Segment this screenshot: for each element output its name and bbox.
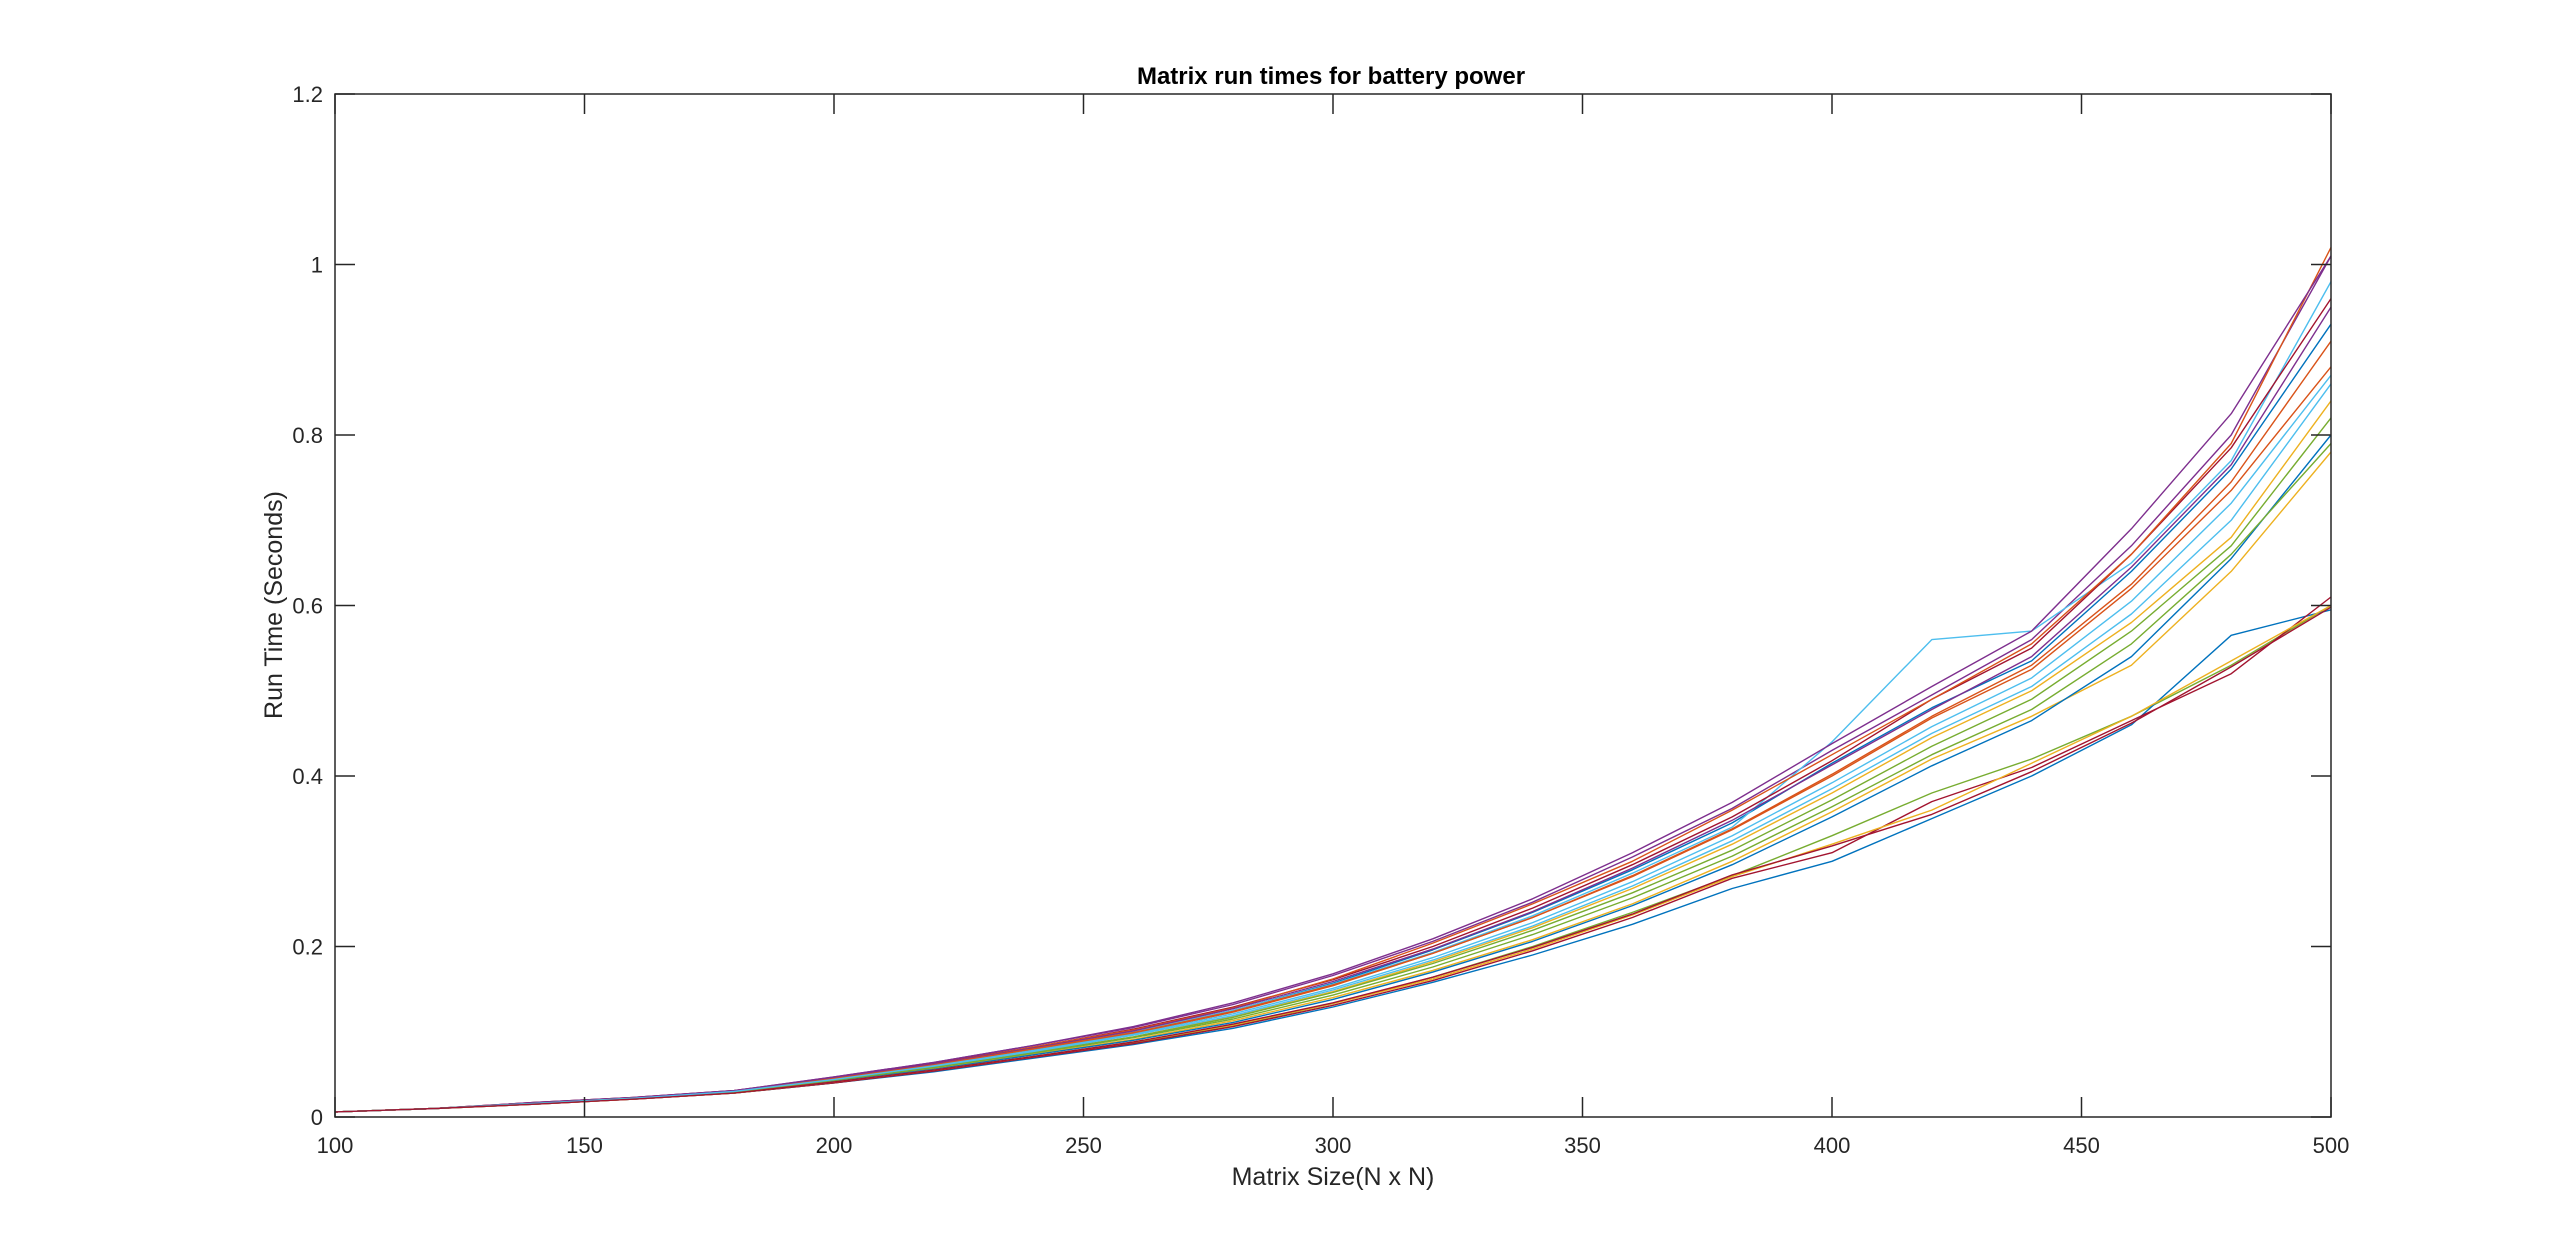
series-line-21 [334,606,2332,1113]
tick-labels-layer: 100 150 200 250 300 350 400 450 500 0 0.2 0.4 0.6 0.8… [292,82,2349,1158]
y-tick-label: 0 [311,1105,323,1130]
x-tick-label: 300 [1315,1133,1352,1158]
x-tick-label: 100 [317,1133,354,1158]
x-tick-label: 200 [816,1133,853,1158]
x-tick-label: 500 [2313,1133,2350,1158]
x-tick-label: 400 [1814,1133,1851,1158]
x-axis-label: Matrix Size(N x N) [1232,1163,1435,1191]
series-line-18 [334,255,2332,1113]
y-tick-label: 0.2 [292,935,323,960]
y-axis-label: Run Time (Seconds) [260,491,288,719]
chart-title: Matrix run times for battery power [1137,63,1525,90]
y-tick-label: 1 [311,253,323,278]
x-tick-label: 250 [1065,1133,1102,1158]
series-layer [334,247,2332,1113]
x-tick-label: 350 [1564,1133,1601,1158]
x-tick-label: 150 [566,1133,603,1158]
y-tick-label: 0.8 [292,423,323,448]
y-tick-label: 1.2 [292,82,323,107]
y-tick-label: 0.6 [292,594,323,619]
x-tick-label: 450 [2063,1133,2100,1158]
series-line-20 [334,374,2332,1113]
y-tick-label: 0.4 [292,764,323,789]
ticks-layer [334,93,2332,1118]
